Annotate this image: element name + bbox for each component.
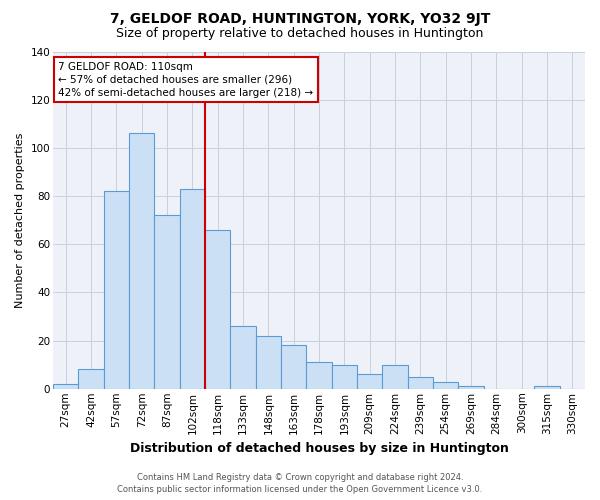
Bar	[205, 230, 230, 389]
Bar	[79, 370, 104, 389]
Bar	[382, 364, 407, 389]
Bar	[281, 346, 307, 389]
Bar	[154, 216, 180, 389]
Bar	[407, 376, 433, 389]
Bar	[433, 382, 458, 389]
Y-axis label: Number of detached properties: Number of detached properties	[15, 132, 25, 308]
Bar	[129, 134, 154, 389]
Bar	[180, 189, 205, 389]
Text: 7, GELDOF ROAD, HUNTINGTON, YORK, YO32 9JT: 7, GELDOF ROAD, HUNTINGTON, YORK, YO32 9…	[110, 12, 490, 26]
Bar	[104, 191, 129, 389]
Bar	[535, 386, 560, 389]
Bar	[256, 336, 281, 389]
Text: Contains HM Land Registry data © Crown copyright and database right 2024.
Contai: Contains HM Land Registry data © Crown c…	[118, 472, 482, 494]
Text: Size of property relative to detached houses in Huntington: Size of property relative to detached ho…	[116, 28, 484, 40]
Bar	[357, 374, 382, 389]
X-axis label: Distribution of detached houses by size in Huntington: Distribution of detached houses by size …	[130, 442, 508, 455]
Bar	[307, 362, 332, 389]
Text: 7 GELDOF ROAD: 110sqm
← 57% of detached houses are smaller (296)
42% of semi-det: 7 GELDOF ROAD: 110sqm ← 57% of detached …	[58, 62, 314, 98]
Bar	[332, 364, 357, 389]
Bar	[458, 386, 484, 389]
Bar	[53, 384, 79, 389]
Bar	[230, 326, 256, 389]
